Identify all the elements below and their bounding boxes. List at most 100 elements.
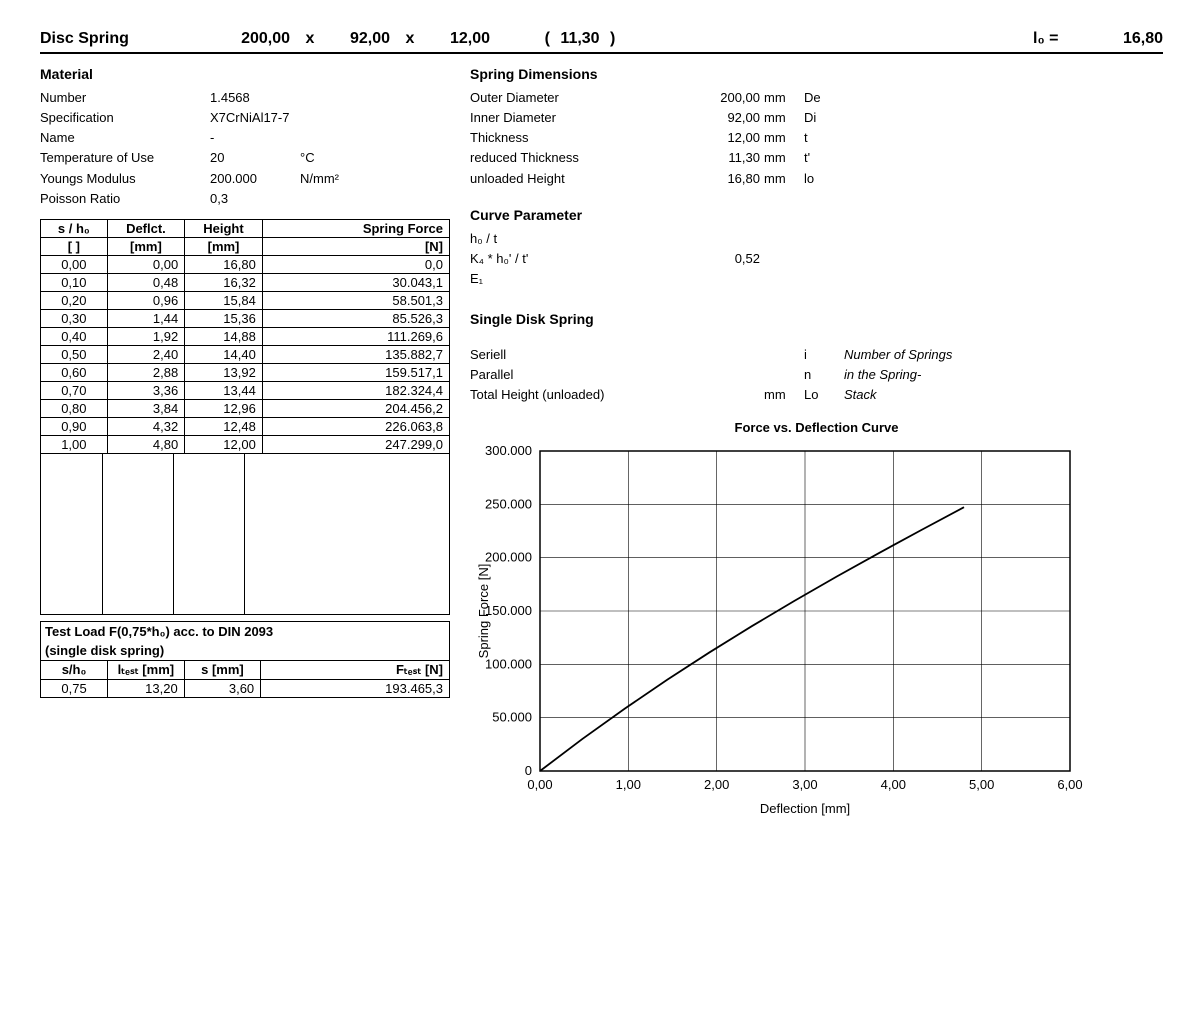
sd-label: Total Height (unloaded)	[470, 385, 680, 405]
material-val: 200.000	[210, 169, 300, 189]
title-d4: 11,30	[550, 30, 610, 48]
table-cell: 2,40	[107, 345, 185, 363]
test-load-cell: 3,60	[184, 679, 260, 697]
table-row: 1,004,8012,00247.299,0	[41, 435, 450, 453]
table-header: s / h₀	[41, 219, 108, 237]
table-cell: 0,0	[262, 255, 449, 273]
dim-val: 12,00	[680, 128, 760, 148]
table-cell: 16,32	[185, 273, 263, 291]
table-cell: 0,30	[41, 309, 108, 327]
dimension-row: Inner Diameter92,00mmDi	[470, 108, 1163, 128]
test-load-cell: 0,75	[41, 679, 108, 697]
sd-unit	[760, 365, 804, 385]
dim-label: Inner Diameter	[470, 108, 680, 128]
table-cell: 0,10	[41, 273, 108, 291]
svg-text:100.000: 100.000	[485, 656, 532, 671]
svg-text:6,00: 6,00	[1057, 777, 1082, 792]
table-cell: 14,40	[185, 345, 263, 363]
material-row: Temperature of Use20°C	[40, 148, 450, 168]
material-val: -	[210, 128, 300, 148]
material-row: Poisson Ratio0,3	[40, 189, 450, 209]
title-d3: 12,00	[430, 30, 490, 48]
table-cell: 159.517,1	[262, 363, 449, 381]
cp-label: h₀ / t	[470, 229, 680, 249]
sd-unit	[760, 345, 804, 365]
svg-text:250.000: 250.000	[485, 496, 532, 511]
test-load-cell: 193.465,3	[261, 679, 450, 697]
svg-text:50.000: 50.000	[492, 709, 532, 724]
svg-text:150.000: 150.000	[485, 603, 532, 618]
material-row: SpecificationX7CrNiAl17-7	[40, 108, 450, 128]
test-load-header: Fₜₑₛₜ [N]	[261, 660, 450, 679]
test-load-header: s/h₀	[41, 660, 108, 679]
table-cell: 4,32	[107, 417, 185, 435]
dim-unit: mm	[760, 148, 804, 168]
dimension-row: unloaded Height16,80mmlo	[470, 169, 1163, 189]
svg-text:0: 0	[525, 763, 532, 778]
material-val: X7CrNiAl17-7	[210, 108, 300, 128]
cp-val: 0,52	[680, 249, 760, 269]
material-unit: °C	[300, 148, 360, 168]
table-header: Height	[185, 219, 263, 237]
curve-param-row: E₁	[470, 269, 1163, 289]
table-cell: 1,44	[107, 309, 185, 327]
dim-unit: mm	[760, 108, 804, 128]
chart-title: Force vs. Deflection Curve	[470, 420, 1163, 435]
table-cell: 85.526,3	[262, 309, 449, 327]
title-paren-open: (	[490, 30, 550, 48]
dimension-row: reduced Thickness11,30mmt'	[470, 148, 1163, 168]
sd-symbol: n	[804, 365, 844, 385]
dim-symbol: lo	[804, 169, 844, 189]
material-unit	[300, 128, 360, 148]
material-label: Name	[40, 128, 210, 148]
table-cell: 135.882,7	[262, 345, 449, 363]
title-row: Disc Spring 200,00 x 92,00 x 12,00 ( 11,…	[40, 30, 1163, 54]
test-load-subtitle: (single disk spring)	[40, 641, 450, 660]
material-row: Name-	[40, 128, 450, 148]
dim-unit: mm	[760, 128, 804, 148]
table-cell: 15,36	[185, 309, 263, 327]
sd-note: Number of Springs	[844, 345, 1163, 365]
single-disk-row: Total Height (unloaded)mmLoStack	[470, 385, 1163, 405]
test-load-header: lₜₑₛₜ [mm]	[108, 660, 185, 679]
test-load-cell: 13,20	[108, 679, 185, 697]
dim-label: reduced Thickness	[470, 148, 680, 168]
svg-text:0,00: 0,00	[527, 777, 552, 792]
svg-text:200.000: 200.000	[485, 549, 532, 564]
table-cell: 58.501,3	[262, 291, 449, 309]
dimension-row: Outer Diameter200,00mmDe	[470, 88, 1163, 108]
table-cell: 0,60	[41, 363, 108, 381]
table-cell: 30.043,1	[262, 273, 449, 291]
table-cell: 0,50	[41, 345, 108, 363]
table-header: Spring Force	[262, 219, 449, 237]
curve-param-row: h₀ / t	[470, 229, 1163, 249]
material-label: Temperature of Use	[40, 148, 210, 168]
table-cell: 12,96	[185, 399, 263, 417]
sd-symbol: i	[804, 345, 844, 365]
material-header: Material	[40, 66, 450, 82]
table-cell: 0,00	[41, 255, 108, 273]
dim-label: unloaded Height	[470, 169, 680, 189]
table-header-unit: [ ]	[41, 237, 108, 255]
material-label: Poisson Ratio	[40, 189, 210, 209]
title-l0-val: 16,80	[1083, 30, 1163, 48]
table-cell: 16,80	[185, 255, 263, 273]
table-row: 0,200,9615,8458.501,3	[41, 291, 450, 309]
material-unit	[300, 189, 360, 209]
table-row: 0,904,3212,48226.063,8	[41, 417, 450, 435]
table-cell: 111.269,6	[262, 327, 449, 345]
table-cell: 1,92	[107, 327, 185, 345]
table-cell: 13,44	[185, 381, 263, 399]
table-cell: 2,88	[107, 363, 185, 381]
table-row: 0,000,0016,800,0	[41, 255, 450, 273]
table-cell: 0,00	[107, 255, 185, 273]
table-cell: 3,84	[107, 399, 185, 417]
dim-val: 16,80	[680, 169, 760, 189]
title-paren-close: )	[610, 30, 630, 48]
title-d2: 92,00	[330, 30, 390, 48]
title-x1: x	[290, 30, 330, 48]
dim-val: 92,00	[680, 108, 760, 128]
table-header-unit: [mm]	[107, 237, 185, 255]
svg-text:Spring Force [N]: Spring Force [N]	[476, 563, 491, 658]
table-cell: 13,92	[185, 363, 263, 381]
